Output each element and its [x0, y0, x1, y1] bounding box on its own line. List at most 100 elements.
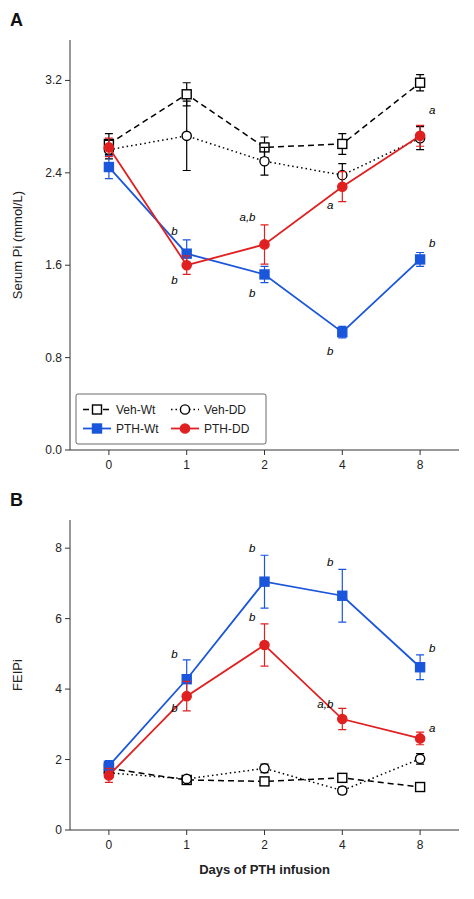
background: [0, 0, 474, 899]
legend-marker: [180, 405, 189, 414]
x-tick: [342, 450, 343, 455]
x-tick-label: 8: [417, 458, 424, 472]
point: [338, 139, 347, 148]
x-tick-label: 8: [417, 838, 424, 852]
error-bar: [416, 655, 424, 680]
x-tick: [108, 450, 109, 455]
y-tick-label: 4: [55, 682, 62, 696]
y-tick: [65, 265, 70, 266]
x-tick-label: 4: [339, 458, 346, 472]
point: [104, 143, 113, 152]
series: [104, 754, 424, 796]
point: [416, 131, 425, 140]
error-bar: [261, 624, 269, 666]
y-tick: [65, 618, 70, 619]
error-bar: [338, 172, 346, 202]
panel: 0.00.81.62.43.201248Serum Pi (mmol/L)Abb…: [10, 10, 459, 472]
error-bar: [416, 732, 424, 745]
x-tick-label: 0: [106, 838, 113, 852]
legend-entry: Veh-DD: [171, 403, 246, 417]
point: [260, 577, 269, 586]
point: [338, 328, 347, 337]
x-tick: [186, 450, 187, 455]
y-tick: [65, 80, 70, 81]
y-tick: [65, 357, 70, 358]
annotation: b: [249, 611, 256, 623]
point: [416, 78, 425, 87]
x-tick-label: 1: [183, 838, 190, 852]
legend-entry: Veh-Wt: [83, 403, 156, 417]
series: [104, 75, 424, 158]
y-tick: [65, 450, 70, 451]
x-tick: [420, 830, 421, 835]
legend-marker: [93, 405, 102, 414]
point: [260, 764, 269, 773]
y-tick-label: 6: [55, 612, 62, 626]
error-bar: [105, 134, 113, 155]
point: [260, 640, 269, 649]
point: [338, 591, 347, 600]
y-tick-label: 0: [55, 823, 62, 837]
y-tick-label: 1.6: [45, 258, 62, 272]
point: [416, 783, 425, 792]
annotation: b: [429, 237, 436, 249]
x-tick: [264, 830, 265, 835]
error-bar: [183, 681, 191, 711]
legend-marker: [180, 424, 189, 433]
series: [104, 764, 424, 792]
panel-title: A: [10, 10, 23, 30]
point: [260, 777, 269, 786]
point: [182, 90, 191, 99]
y-tick: [65, 172, 70, 173]
legend: Veh-Wt Veh-DD PTH-Wt PTH-DD: [76, 394, 266, 444]
point: [104, 771, 113, 780]
y-tick: [65, 759, 70, 760]
series: [104, 125, 424, 274]
y-axis-label: FEIPi: [10, 659, 25, 691]
x-tick-label: 4: [339, 838, 346, 852]
legend-label: PTH-DD: [204, 422, 250, 436]
error-bar: [183, 101, 191, 170]
point: [338, 714, 347, 723]
y-tick-label: 2: [55, 753, 62, 767]
x-tick: [108, 830, 109, 835]
panel-title: B: [10, 490, 23, 510]
point: [182, 774, 191, 783]
plot-area: [104, 75, 424, 338]
annotation: a: [429, 104, 435, 116]
point: [338, 773, 347, 782]
series: [104, 624, 424, 783]
point: [338, 786, 347, 795]
annotation: a,b: [317, 698, 334, 710]
legend-entry: PTH-Wt: [83, 422, 159, 436]
plot-area: [104, 555, 424, 795]
point: [182, 692, 191, 701]
series: [104, 555, 424, 771]
x-tick: [342, 830, 343, 835]
y-axis-line: [70, 40, 71, 450]
error-bar: [416, 253, 424, 267]
point: [182, 261, 191, 270]
x-tick: [186, 830, 187, 835]
point: [416, 734, 425, 743]
y-tick: [65, 689, 70, 690]
y-axis-label: Serum Pi (mmol/L): [10, 191, 25, 299]
y-axis-line: [70, 520, 71, 830]
annotation: b: [429, 642, 436, 654]
error-bar: [183, 256, 191, 274]
error-bar: [261, 555, 269, 608]
series: [104, 155, 424, 337]
y-tick: [65, 548, 70, 549]
annotation: a,b: [240, 211, 257, 223]
series-line: [109, 759, 420, 791]
x-tick-label: 2: [261, 458, 268, 472]
x-tick: [264, 450, 265, 455]
annotation: b: [327, 556, 334, 568]
point: [416, 663, 425, 672]
panel: 0246801248FEIPiDays of PTH infusionBbbbb…: [10, 490, 459, 877]
point: [260, 157, 269, 166]
annotation: b: [327, 345, 334, 357]
annotation: b: [171, 702, 178, 714]
legend-frame: [76, 394, 266, 444]
error-bar: [261, 225, 269, 264]
